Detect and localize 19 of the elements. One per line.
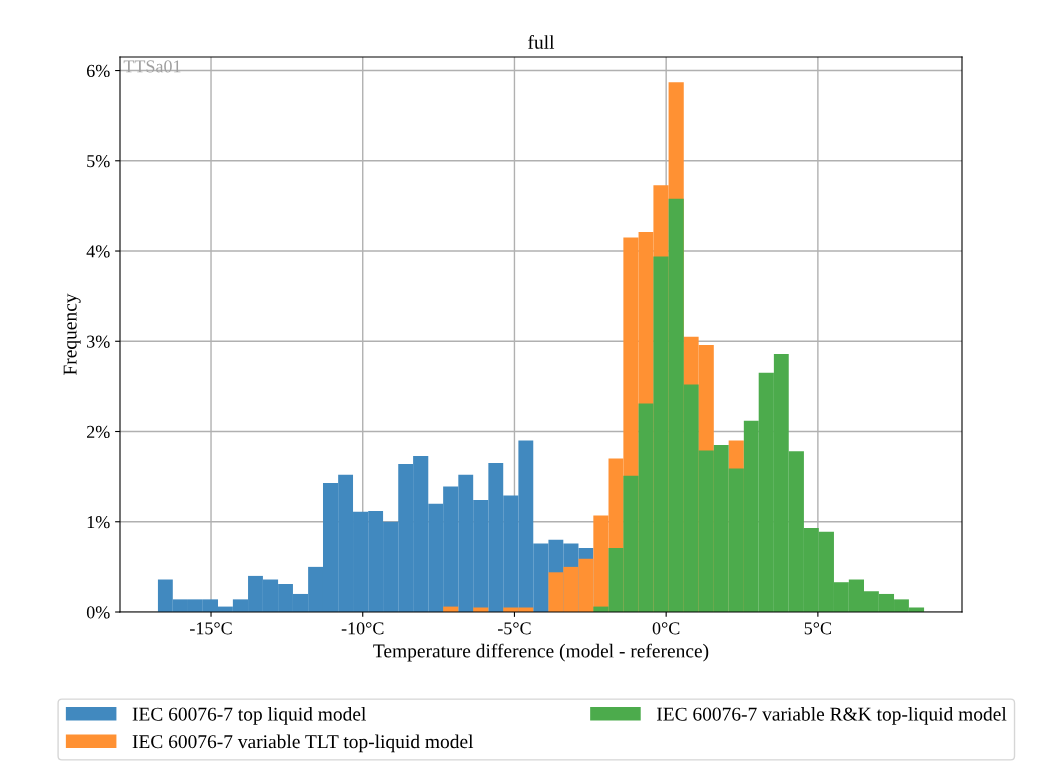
legend-label: IEC 60076-7 variable R&K top-liquid model — [656, 707, 1007, 725]
x-tick-label: -5°C — [497, 622, 531, 635]
y-tick-label: 3% — [87, 335, 110, 348]
x-tick-label: -15°C — [190, 622, 232, 635]
y-tick-label: 6% — [86, 64, 110, 78]
y-tick-label: 4% — [86, 245, 110, 258]
annotation: TTSa01 — [123, 60, 181, 73]
y-tick-label: 5% — [87, 155, 110, 168]
x-tick-label: 5°C — [804, 622, 832, 635]
x-tick-label: 0°C — [652, 622, 680, 635]
x-axis-title: Temperature difference (model - reference) — [373, 643, 709, 662]
x-tick-label: -10°C — [341, 622, 384, 635]
y-axis-title: Frequency — [63, 293, 81, 375]
legend-label: IEC 60076-7 variable TLT top-liquid model — [132, 734, 474, 753]
y-tick-label: 0% — [86, 606, 110, 619]
y-tick-label: 2% — [87, 425, 110, 439]
legend-label: IEC 60076-7 top liquid model — [132, 707, 366, 725]
chart-title: full — [528, 34, 555, 49]
y-tick-label: 1% — [87, 516, 110, 529]
